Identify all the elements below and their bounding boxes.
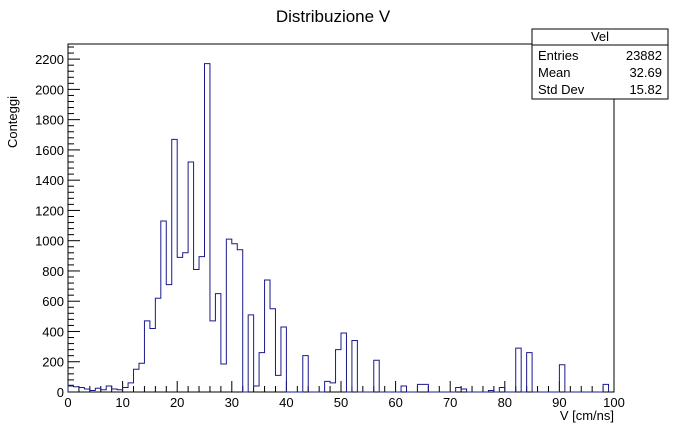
- stats-mean-label: Mean: [538, 65, 571, 80]
- stats-entries-label: Entries: [538, 48, 579, 63]
- histogram-bin: [237, 250, 242, 392]
- histogram-bin: [516, 348, 521, 392]
- y-tick-label: 600: [42, 294, 64, 309]
- stats-box: Vel Entries 23882 Mean 32.69 Std Dev 15.…: [531, 28, 669, 100]
- histogram-bin: [117, 390, 122, 392]
- x-tick-label: 10: [115, 395, 129, 410]
- histogram-bin: [270, 309, 275, 392]
- histogram-bin: [336, 350, 341, 392]
- histogram-bin: [417, 384, 422, 392]
- histogram-bin: [281, 327, 286, 392]
- x-tick-label: 0: [64, 395, 71, 410]
- histogram-bin: [166, 285, 171, 392]
- y-axis: 0 200 400 600 800 1000 1200 1400 1600 1800 2000 220…: [35, 46, 80, 400]
- histogram-bin: [232, 244, 237, 392]
- stats-entries-value: 23882: [626, 48, 662, 63]
- histogram-bin: [139, 363, 144, 392]
- x-tick-label: 30: [225, 395, 239, 410]
- histogram-bin: [527, 353, 532, 392]
- x-tick-label: 100: [603, 395, 625, 410]
- y-axis-label: Conteggi: [5, 96, 20, 148]
- y-tick-label: 1800: [35, 113, 64, 128]
- x-tick-label: 40: [279, 395, 293, 410]
- x-tick-label: 60: [388, 395, 402, 410]
- histogram-bin: [194, 269, 199, 392]
- y-tick-label: 1400: [35, 173, 64, 188]
- y-tick-label: 2000: [35, 82, 64, 97]
- histogram-bin: [150, 328, 155, 392]
- x-tick-label: 70: [443, 395, 457, 410]
- histogram-bin: [90, 390, 95, 392]
- histogram-bin: [112, 389, 117, 392]
- histogram-bin: [183, 253, 188, 392]
- histogram-bin: [401, 386, 406, 392]
- histogram-bin: [488, 390, 493, 392]
- histogram-bin: [461, 389, 466, 392]
- y-tick-label: 1200: [35, 203, 64, 218]
- histogram-bin: [172, 139, 177, 392]
- histogram-bin: [341, 333, 346, 392]
- histogram-bin: [325, 381, 330, 392]
- stats-stddev-value: 15.82: [629, 82, 662, 97]
- histogram-bin: [499, 387, 504, 392]
- y-tick-label: 1000: [35, 234, 64, 249]
- histogram-bin: [205, 64, 210, 392]
- histogram-bin: [603, 384, 608, 392]
- x-axis-label: V [cm/ns]: [560, 408, 614, 423]
- histogram-bin: [456, 387, 461, 392]
- histogram-bin: [210, 321, 215, 392]
- stats-box-title: Vel: [591, 29, 609, 44]
- histogram-bin: [226, 239, 231, 392]
- histogram-bin: [177, 257, 182, 392]
- stats-mean-value: 32.69: [629, 65, 662, 80]
- x-tick-label: 20: [170, 395, 184, 410]
- stats-box-frame: [531, 28, 669, 100]
- histogram-bin: [221, 364, 226, 392]
- histogram-bin: [73, 387, 78, 392]
- histogram-bin: [95, 388, 100, 392]
- histogram-bin: [144, 321, 149, 392]
- histogram-bin: [330, 383, 335, 392]
- x-tick-label: 90: [552, 395, 566, 410]
- y-tick-label: 0: [57, 385, 64, 400]
- histogram-bin: [106, 386, 111, 392]
- histogram-bin: [101, 390, 106, 392]
- histogram-bin: [254, 386, 259, 392]
- histogram-series: [67, 63, 610, 393]
- histogram-bin: [265, 280, 270, 392]
- histogram-bin: [68, 385, 73, 392]
- histogram-bin: [259, 353, 264, 392]
- histogram-bin: [352, 341, 357, 392]
- histogram-bin: [84, 389, 89, 392]
- chart-title: Distribuzione V: [276, 7, 391, 26]
- y-tick-label: 2200: [35, 52, 64, 67]
- x-tick-label: 80: [498, 395, 512, 410]
- histogram-bin: [79, 387, 84, 392]
- x-axis: 0 10 20 30 40 50 60 70 80 90 100: [64, 381, 625, 410]
- histogram-bin: [161, 221, 166, 392]
- histogram-bin: [423, 384, 428, 392]
- histogram-bin: [374, 360, 379, 392]
- histogram-bin: [303, 356, 308, 392]
- histogram-bins: [68, 64, 609, 392]
- histogram-bin: [215, 294, 220, 392]
- y-tick-label: 400: [42, 324, 64, 339]
- histogram-bin: [199, 257, 204, 392]
- y-tick-label: 800: [42, 264, 64, 279]
- histogram-bin: [275, 375, 280, 392]
- stats-stddev-label: Std Dev: [538, 82, 585, 97]
- histogram-bin: [123, 387, 128, 392]
- x-tick-label: 50: [334, 395, 348, 410]
- histogram-bin: [248, 315, 253, 392]
- histogram-bin: [188, 162, 193, 392]
- histogram-bin: [155, 298, 160, 392]
- histogram-bin: [134, 369, 139, 392]
- histogram-bin: [128, 383, 133, 392]
- y-tick-label: 1600: [35, 143, 64, 158]
- y-tick-label: 200: [42, 355, 64, 370]
- histogram-bin: [559, 365, 564, 392]
